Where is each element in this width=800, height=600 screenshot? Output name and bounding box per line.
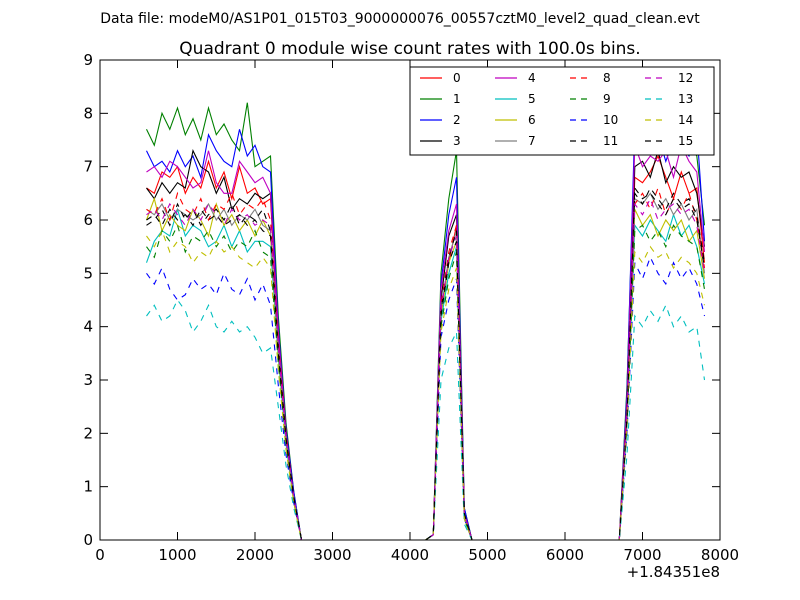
legend-label-1: 1 — [453, 92, 461, 106]
legend-label-15: 15 — [678, 134, 693, 148]
chart-title: Quadrant 0 module wise count rates with … — [179, 39, 640, 59]
legend-label-5: 5 — [528, 92, 536, 106]
legend-label-4: 4 — [528, 71, 536, 85]
y-tick-label: 6 — [83, 211, 93, 229]
x-offset-label: +1.84351e8 — [627, 563, 720, 581]
legend-label-10: 10 — [603, 113, 618, 127]
x-tick-label: 3000 — [313, 546, 351, 564]
legend-label-2: 2 — [453, 113, 461, 127]
y-tick-label: 9 — [83, 51, 93, 69]
x-tick-label: 5000 — [468, 546, 506, 564]
y-tick-label: 2 — [83, 424, 93, 442]
y-tick-label: 1 — [83, 478, 93, 496]
y-tick-label: 7 — [83, 158, 93, 176]
legend-label-6: 6 — [528, 113, 536, 127]
x-tick-label: 7000 — [623, 546, 661, 564]
y-tick-label: 5 — [83, 264, 93, 282]
x-tick-label: 1000 — [158, 546, 196, 564]
x-tick-label: 0 — [95, 546, 105, 564]
y-tick-label: 8 — [83, 104, 93, 122]
y-tick-label: 3 — [83, 371, 93, 389]
legend-box — [409, 66, 715, 156]
series-line-15 — [146, 186, 706, 541]
y-tick-label: 4 — [83, 318, 93, 336]
legend-label-8: 8 — [603, 71, 611, 85]
chart-suptitle: Data file: modeM0/AS1P01_015T03_90000000… — [100, 11, 700, 27]
x-tick-label: 6000 — [546, 546, 584, 564]
x-tick-label: 8000 — [701, 546, 739, 564]
y-tick-label: 0 — [83, 531, 93, 549]
legend-label-3: 3 — [453, 134, 461, 148]
x-tick-label: 2000 — [236, 546, 274, 564]
legend-label-12: 12 — [678, 71, 693, 85]
legend-label-14: 14 — [678, 113, 693, 127]
legend-label-11: 11 — [603, 134, 618, 148]
legend-label-13: 13 — [678, 92, 693, 106]
ticks-layer: 0 1000 2000 3000 4000 5000 6000 7000 80000123456… — [83, 51, 739, 564]
legend-label-7: 7 — [528, 134, 536, 148]
legend-label-0: 0 — [453, 71, 461, 85]
x-tick-label: 4000 — [391, 546, 429, 564]
legend-label-9: 9 — [603, 92, 611, 106]
